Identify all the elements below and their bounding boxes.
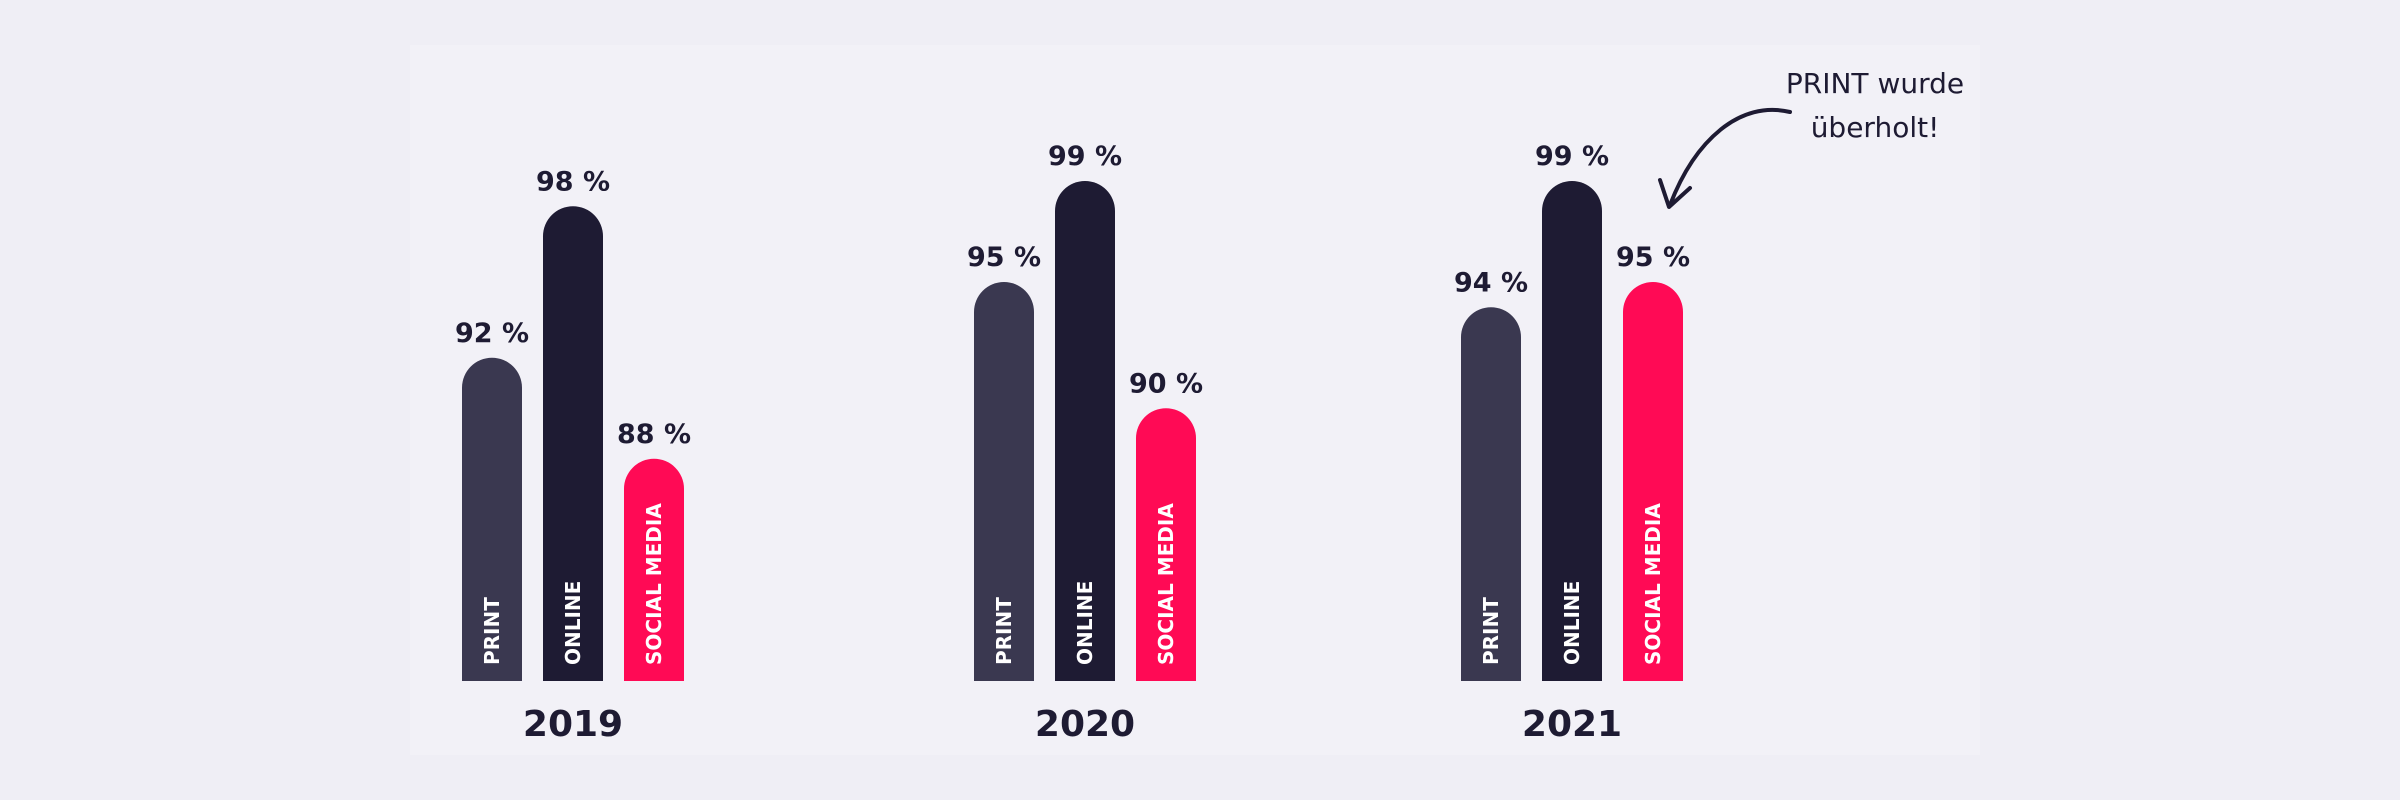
value-label: 95 % xyxy=(1616,242,1690,273)
value-label: 88 % xyxy=(617,419,691,450)
series-label: PRINT xyxy=(480,597,504,665)
series-label: PRINT xyxy=(992,597,1016,665)
value-label: 99 % xyxy=(1535,141,1609,172)
value-label: 99 % xyxy=(1048,141,1122,172)
arrow-head xyxy=(1658,178,1692,209)
series-label: ONLINE xyxy=(1560,581,1584,665)
arrow xyxy=(1668,107,1792,207)
value-label: 95 % xyxy=(967,242,1041,273)
bar xyxy=(1542,181,1602,681)
x-tick-label: 2019 xyxy=(523,704,623,745)
series-label: SOCIAL MEDIA xyxy=(1154,503,1178,665)
bar xyxy=(1055,181,1115,681)
series-label: SOCIAL MEDIA xyxy=(1641,503,1665,665)
bar xyxy=(462,357,522,681)
value-label: 92 % xyxy=(455,318,529,349)
bar xyxy=(543,206,603,681)
bar xyxy=(624,458,684,681)
bar xyxy=(1461,307,1521,681)
bar xyxy=(1136,408,1196,681)
bar xyxy=(974,282,1034,681)
series-label: ONLINE xyxy=(561,581,585,665)
x-tick-label: 2020 xyxy=(1035,704,1135,745)
series-label: ONLINE xyxy=(1073,581,1097,665)
x-tick-label: 2021 xyxy=(1522,704,1622,745)
series-label: SOCIAL MEDIA xyxy=(642,503,666,665)
annotation: PRINT wurde überholt! xyxy=(1785,67,1965,144)
value-label: 94 % xyxy=(1454,267,1528,298)
bar xyxy=(1623,282,1683,681)
series-label: PRINT xyxy=(1479,597,1503,665)
value-label: 98 % xyxy=(536,166,610,197)
value-label: 90 % xyxy=(1129,368,1203,399)
